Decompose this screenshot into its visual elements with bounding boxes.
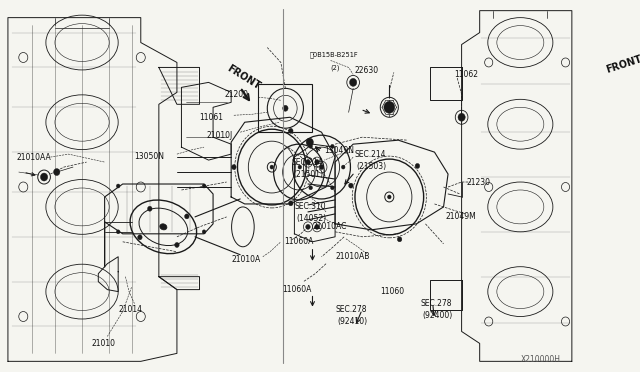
Circle shape (330, 144, 334, 148)
Text: 11060: 11060 (380, 287, 404, 296)
Text: (92410): (92410) (337, 317, 367, 326)
Circle shape (40, 173, 48, 181)
Text: 21014: 21014 (118, 305, 142, 314)
Text: (21501): (21501) (294, 170, 323, 179)
Circle shape (319, 164, 324, 170)
Text: X210000H: X210000H (521, 355, 561, 364)
Circle shape (315, 224, 319, 229)
Circle shape (175, 243, 179, 247)
Circle shape (116, 230, 120, 234)
Text: 11062: 11062 (454, 70, 478, 79)
Circle shape (330, 186, 334, 190)
Circle shape (232, 164, 236, 170)
Text: SEC.310: SEC.310 (294, 202, 326, 211)
Text: SEC.278: SEC.278 (421, 299, 452, 308)
Text: 22630: 22630 (355, 66, 379, 75)
Text: 21010AC: 21010AC (312, 222, 347, 231)
Circle shape (309, 186, 312, 190)
Text: 11060A: 11060A (284, 237, 314, 246)
Text: 21230: 21230 (466, 177, 490, 186)
Text: ␕0B15B-B251F: ␕0B15B-B251F (310, 51, 358, 58)
Circle shape (283, 105, 288, 111)
Circle shape (202, 230, 206, 234)
Circle shape (341, 165, 345, 169)
Text: 13049N: 13049N (324, 145, 354, 155)
Circle shape (384, 101, 395, 113)
Text: FRONT: FRONT (225, 63, 262, 92)
Circle shape (289, 201, 293, 206)
Circle shape (306, 224, 310, 229)
Circle shape (315, 160, 319, 164)
Text: 21010AA: 21010AA (17, 153, 52, 161)
Text: (21503): (21503) (356, 161, 387, 171)
Circle shape (289, 128, 293, 133)
Text: 21010J: 21010J (207, 131, 233, 140)
Circle shape (458, 113, 465, 121)
Circle shape (387, 195, 391, 199)
Text: 21200: 21200 (225, 90, 249, 99)
Text: SEC.278: SEC.278 (335, 305, 367, 314)
Circle shape (349, 183, 353, 188)
Text: (14052): (14052) (296, 214, 326, 223)
Circle shape (148, 206, 152, 211)
Circle shape (306, 160, 310, 164)
Circle shape (415, 163, 420, 169)
Circle shape (54, 169, 60, 176)
Text: 21049M: 21049M (445, 212, 476, 221)
Text: SEC.214: SEC.214 (292, 158, 323, 167)
Text: (2): (2) (330, 64, 340, 71)
Text: 21010AB: 21010AB (335, 252, 369, 261)
Ellipse shape (160, 224, 167, 230)
Text: 11060A: 11060A (283, 285, 312, 294)
Circle shape (298, 165, 301, 169)
Circle shape (202, 184, 206, 188)
Circle shape (116, 184, 120, 188)
Circle shape (309, 144, 312, 148)
Circle shape (306, 138, 314, 146)
Text: 13050N: 13050N (134, 152, 164, 161)
Text: SEC.214: SEC.214 (355, 150, 387, 158)
Text: 21010: 21010 (91, 339, 115, 348)
Circle shape (270, 165, 274, 169)
Circle shape (397, 237, 402, 242)
Text: 11061: 11061 (200, 113, 223, 122)
Circle shape (349, 78, 356, 86)
Circle shape (184, 214, 189, 219)
Text: 21010A: 21010A (231, 255, 260, 264)
Circle shape (138, 235, 142, 240)
Text: FRONT: FRONT (604, 54, 640, 75)
Text: (92400): (92400) (423, 311, 453, 320)
